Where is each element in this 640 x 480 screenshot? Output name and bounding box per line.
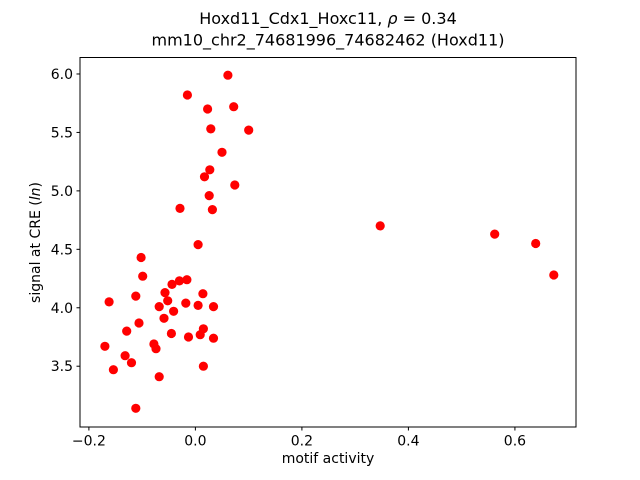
chart-title-line2: mm10_chr2_74681996_74682462 (Hoxd11) [152, 31, 505, 51]
chart-title-line1: Hoxd11_Cdx1_Hoxc11, ρ = 0.34 [199, 9, 457, 29]
data-point [100, 341, 110, 351]
y-tick-label: 4.0 [51, 301, 73, 317]
data-point [134, 318, 144, 328]
data-point [223, 70, 233, 80]
data-point [229, 102, 239, 112]
data-point [182, 90, 192, 100]
data-point [205, 165, 215, 175]
x-tick-label: 0.6 [504, 434, 526, 450]
data-point [375, 221, 385, 231]
y-tick-label: 4.5 [51, 242, 73, 258]
plot-area [79, 57, 577, 428]
data-point [490, 229, 500, 239]
data-point [203, 104, 213, 114]
data-point [208, 333, 219, 343]
data-point [181, 298, 191, 308]
x-tick-label: 0.2 [291, 434, 313, 450]
data-point [166, 328, 176, 339]
x-tick-label: −0.2 [72, 434, 106, 450]
title-gene-names: Hoxd11_Cdx1_Hoxc11, [199, 9, 387, 29]
y-axis-label: signal at CRE (ln) [28, 182, 44, 303]
data-point [154, 302, 164, 312]
x-axis-ticks: −0.2 0.0 0.2 0.4 0.6 [72, 427, 526, 450]
data-point [175, 203, 185, 213]
data-point [154, 372, 164, 382]
data-point [206, 124, 216, 134]
data-point [193, 240, 203, 250]
y-axis-ticks: 3.5 4.0 4.5 5.0 5.5 6.0 [51, 67, 80, 375]
data-points [100, 70, 559, 413]
data-point [122, 326, 132, 336]
data-point [104, 297, 114, 307]
data-point [169, 306, 179, 316]
data-point [182, 275, 192, 285]
data-point [131, 403, 141, 413]
data-point [244, 125, 254, 135]
x-tick-label: 0.4 [397, 434, 419, 450]
title-rho-value: = 0.34 [398, 9, 457, 28]
data-point [199, 172, 210, 182]
data-point [120, 351, 130, 361]
data-point [183, 332, 194, 342]
data-point [126, 358, 137, 368]
data-point [193, 300, 203, 310]
data-point [131, 291, 141, 301]
data-point [136, 252, 146, 263]
data-point [159, 313, 169, 323]
data-point [198, 361, 208, 371]
y-tick-label: 6.0 [51, 67, 73, 83]
data-point [207, 205, 217, 215]
x-axis-label: motif activity [282, 451, 375, 467]
x-tick-label: 0.0 [184, 434, 206, 450]
data-point [198, 289, 208, 299]
data-point [230, 180, 240, 190]
data-point [151, 344, 161, 354]
data-point [108, 365, 118, 375]
y-tick-label: 3.5 [51, 359, 73, 375]
data-point [549, 270, 559, 280]
data-point [204, 191, 214, 201]
data-point [531, 238, 541, 249]
data-point [138, 271, 148, 281]
y-label-suffix: ) [28, 182, 44, 187]
data-point [167, 279, 177, 289]
y-label-ln: ln [28, 188, 44, 201]
data-point [174, 276, 184, 286]
title-rho-symbol: ρ [387, 9, 397, 28]
data-point [160, 288, 170, 298]
data-point [208, 302, 219, 312]
data-point [163, 296, 173, 306]
y-tick-label: 5.5 [51, 125, 73, 141]
y-tick-label: 5.0 [51, 184, 73, 200]
y-label-prefix: signal at CRE ( [28, 200, 44, 303]
data-point [217, 147, 227, 157]
data-point [195, 330, 205, 340]
